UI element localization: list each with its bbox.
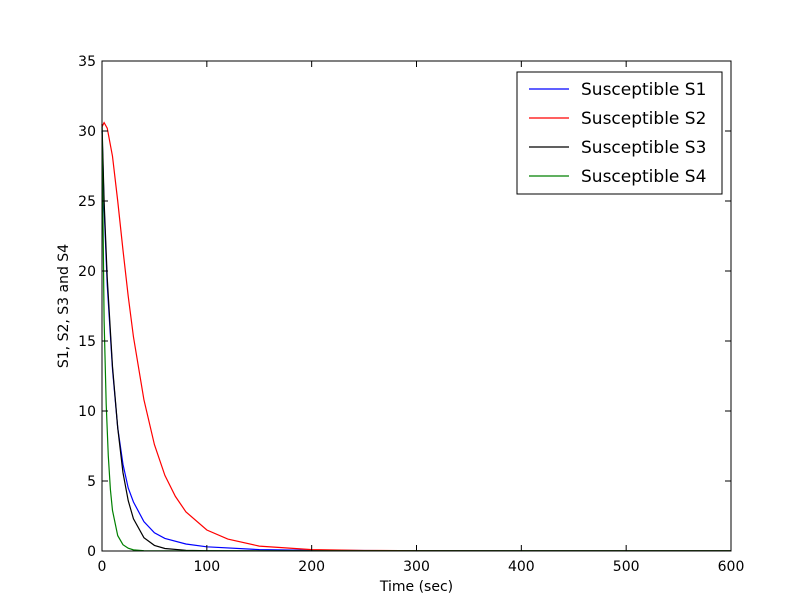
- y-tick-label: 30: [78, 124, 96, 140]
- legend-label-s2: Susceptible S2: [581, 109, 706, 129]
- y-tick-label: 5: [87, 474, 96, 490]
- x-tick-label: 100: [193, 559, 220, 575]
- y-tick-label: 10: [78, 404, 96, 420]
- x-tick-label: 200: [298, 559, 325, 575]
- x-axis-label: Time (sec): [379, 579, 453, 595]
- y-tick-label: 0: [87, 544, 96, 560]
- y-tick-label: 25: [78, 194, 96, 210]
- tick-layer: 0 100 200 300 400 500 600 0 5 10 15 20 25 30 35: [78, 54, 744, 575]
- legend-box: [516, 71, 723, 195]
- x-tick-label: 300: [403, 559, 430, 575]
- legend-label-s1: Susceptible S1: [581, 80, 706, 100]
- y-axis-label: S1, S2, S3 and S4: [56, 244, 72, 368]
- x-tick-label: 400: [508, 559, 535, 575]
- y-tick-label: 35: [78, 54, 96, 70]
- plot-frame: [101, 60, 732, 552]
- x-tick-label: 500: [613, 559, 640, 575]
- y-tick-label: 15: [78, 334, 96, 350]
- legend-label-s3: Susceptible S3: [581, 138, 706, 158]
- legend: Susceptible S1 Susceptible S2 Susceptible …: [516, 71, 723, 195]
- y-tick-label: 20: [78, 264, 96, 280]
- x-tick-label: 600: [718, 559, 745, 575]
- x-tick-label: 0: [98, 559, 107, 575]
- legend-label-s4: Susceptible S4: [581, 167, 706, 187]
